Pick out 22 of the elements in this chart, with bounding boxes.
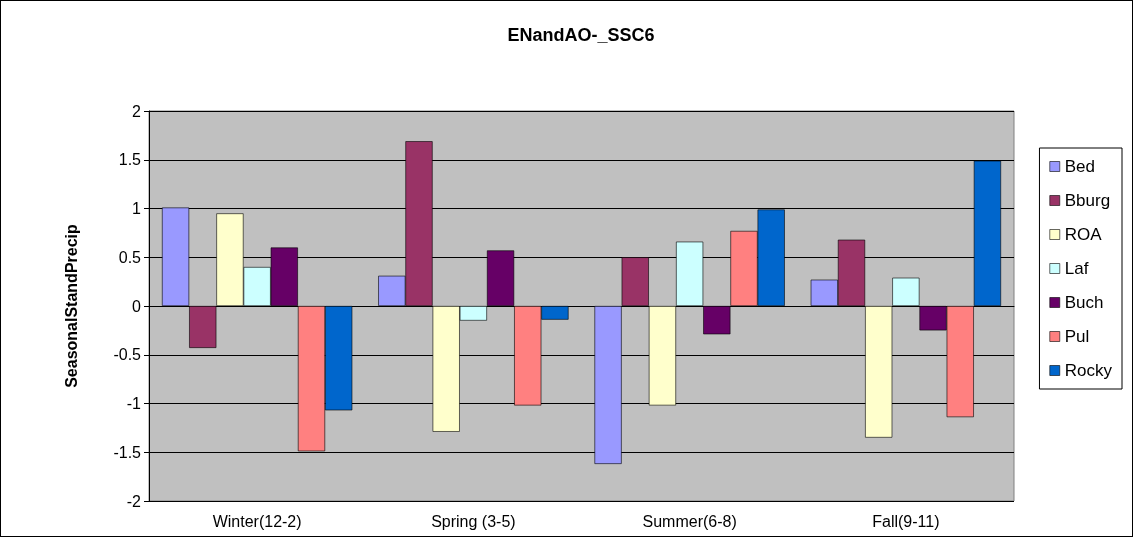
legend-label: Bed — [1064, 157, 1096, 176]
legend-label: ROA — [1064, 225, 1103, 244]
y-axis-title: SeasonalStandPrecip — [62, 223, 80, 388]
x-tick-label: Summer(6-8) — [642, 512, 737, 530]
y-tick-label: -2 — [126, 492, 142, 510]
y-tick-label: -1.5 — [113, 443, 142, 461]
x-tick-label: Spring (3-5) — [431, 512, 516, 530]
legend-label: Pul — [1064, 327, 1090, 346]
y-tick-label: -0.5 — [113, 346, 142, 364]
y-tick-label: 2 — [132, 102, 142, 120]
y-tick-label: 1.5 — [118, 151, 142, 169]
x-tick-label: Winter(12-2) — [212, 512, 302, 530]
y-tick-label: 0 — [132, 297, 142, 315]
y-tick-label: 1 — [132, 200, 142, 217]
legend-label: Bburg — [1064, 191, 1111, 210]
legend-label: Buch — [1064, 293, 1104, 312]
x-tick-label: Fall(9-11) — [872, 512, 940, 530]
legend-label: Laf — [1064, 259, 1089, 278]
y-tick-label: 0.5 — [118, 248, 142, 266]
chart-title: ENandAO-_SSC6 — [507, 25, 655, 45]
legend-label: Rocky — [1064, 361, 1113, 380]
y-tick-label: -1 — [126, 395, 142, 412]
